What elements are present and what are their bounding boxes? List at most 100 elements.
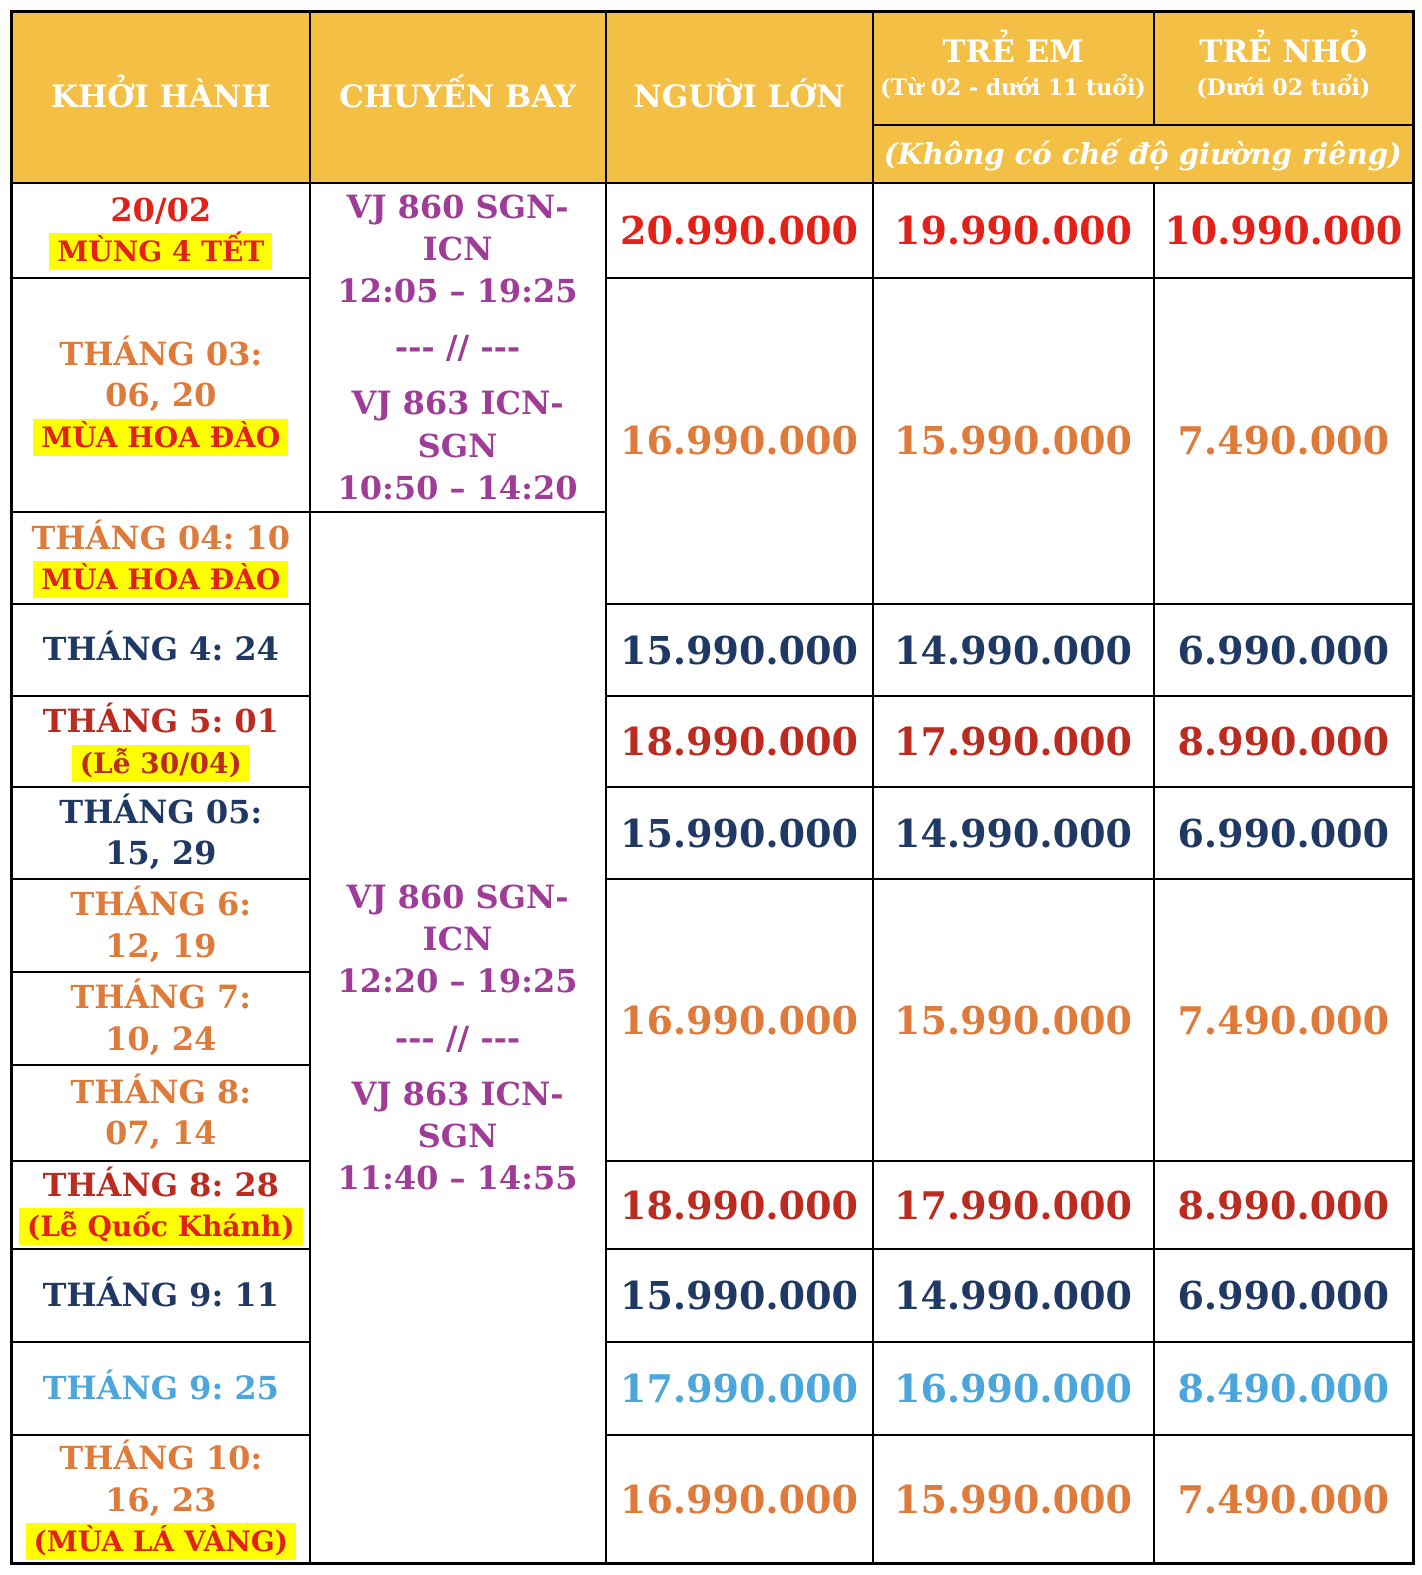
price-child-cell: 17.990.000 <box>871 695 1155 789</box>
departure-date: THÁNG 6: <box>70 885 252 924</box>
price-adult-cell: 20.990.000 <box>604 181 874 279</box>
season-highlight: (MÙA LÁ VÀNG) <box>25 1523 296 1561</box>
price-child-cell: 17.990.000 <box>871 1160 1155 1251</box>
table-row: THÁNG 10: 16, 23 (MÙA LÁ VÀNG) 16.990.00… <box>10 1434 1415 1565</box>
flight-separator: --- // --- <box>394 328 521 367</box>
flight-time: 12:05 – 19:25 <box>337 271 578 310</box>
departure-cell: THÁNG 05: 15, 29 <box>10 786 311 881</box>
departure-date: THÁNG 8: 28 <box>42 1165 279 1204</box>
flight-time: 12:20 – 19:25 <box>337 962 578 1001</box>
col-header-departure: KHỞI HÀNH <box>10 10 311 184</box>
departure-cell: THÁNG 9: 11 <box>10 1248 311 1344</box>
departure-cell: THÁNG 4: 24 <box>10 603 311 698</box>
price-adult-cell: 15.990.000 <box>604 786 874 881</box>
departure-date: 20/02 <box>110 190 212 229</box>
tour-price-table: KHỞI HÀNH CHUYẾN BAY NGƯỜI LỚN TRẺ EM (T… <box>10 10 1415 1566</box>
departure-cell: THÁNG 5: 01 (Lễ 30/04) <box>10 695 311 789</box>
price-infant-cell: 8.990.000 <box>1152 1160 1415 1251</box>
flight-cell: VJ 860 SGN-ICN 12:20 – 19:25 --- // --- … <box>308 511 607 1565</box>
departure-date: THÁNG 9: 11 <box>42 1275 279 1314</box>
departure-cell: THÁNG 04: 10 MÙA HOA ĐÀO <box>10 511 311 606</box>
table-row: THÁNG 04: 10 MÙA HOA ĐÀO VJ 860 SGN-ICN … <box>10 511 1414 1565</box>
table-row: 20/02 MÙNG 4 TẾT VJ 860 SGN-ICN 12:05 – … <box>10 181 1415 514</box>
departure-date: 16, 23 <box>105 1480 217 1519</box>
season-highlight: (Lễ 30/04) <box>71 744 250 782</box>
col-header-infant-label: TRẺ NHỎ <box>1199 33 1368 70</box>
price-adult-cell: 16.990.000 <box>604 276 874 606</box>
departure-cell: THÁNG 8: 07, 14 <box>10 1064 311 1163</box>
departure-date: THÁNG 03: <box>59 334 263 373</box>
departure-date: THÁNG 8: <box>70 1072 252 1111</box>
table-row: THÁNG 8: 28 (Lễ Quốc Khánh) 18.990.000 1… <box>10 1160 1415 1251</box>
table-row: THÁNG 7: 10, 24 <box>10 971 1414 1067</box>
departure-cell: THÁNG 9: 25 <box>10 1341 311 1437</box>
flight-leg: VJ 860 SGN-ICN <box>346 187 569 268</box>
price-infant-cell: 8.490.000 <box>1152 1341 1415 1437</box>
departure-date: THÁNG 5: 01 <box>42 702 279 741</box>
price-infant-cell: 6.990.000 <box>1152 786 1415 881</box>
flight-cell: VJ 860 SGN-ICN 12:05 – 19:25 --- // --- … <box>308 181 607 514</box>
departure-date: THÁNG 10: <box>59 1439 263 1478</box>
departure-date: 15, 29 <box>105 834 217 873</box>
col-header-departure-label: KHỞI HÀNH <box>51 78 271 115</box>
flight-leg: VJ 860 SGN-ICN <box>346 877 569 959</box>
price-infant-cell: 8.990.000 <box>1152 695 1415 789</box>
price-child-cell: 14.990.000 <box>871 603 1155 698</box>
price-adult-cell: 18.990.000 <box>604 1160 874 1251</box>
price-infant-cell: 6.990.000 <box>1152 603 1415 698</box>
departure-cell: THÁNG 10: 16, 23 (MÙA LÁ VÀNG) <box>10 1434 311 1565</box>
price-child-cell: 14.990.000 <box>871 786 1155 881</box>
price-adult-cell: 17.990.000 <box>604 1341 874 1437</box>
departure-date: THÁNG 4: 24 <box>42 630 279 669</box>
table-row: THÁNG 6: 12, 19 16.990.000 15.990.000 7.… <box>10 878 1415 1163</box>
flight-time: 10:50 – 14:20 <box>337 468 578 507</box>
price-infant-cell: 7.490.000 <box>1152 878 1415 1163</box>
price-infant-cell: 10.990.000 <box>1152 181 1415 279</box>
price-child-cell: 16.990.000 <box>871 1341 1155 1437</box>
price-adult-cell: 15.990.000 <box>604 603 874 698</box>
price-infant-cell: 6.990.000 <box>1152 1248 1415 1344</box>
col-header-infant-age-note: (Dưới 02 tuổi) <box>1196 75 1371 102</box>
table-row: THÁNG 05: 15, 29 15.990.000 14.990.000 6… <box>10 786 1415 881</box>
departure-cell: THÁNG 6: 12, 19 <box>10 878 311 974</box>
price-infant-cell: 7.490.000 <box>1152 1434 1415 1565</box>
price-infant-cell: 7.490.000 <box>1152 276 1415 606</box>
col-header-adult: NGƯỜI LỚN <box>604 10 874 184</box>
table-row: THÁNG 9: 25 17.990.000 16.990.000 8.490.… <box>10 1341 1415 1437</box>
table-row: THÁNG 9: 11 15.990.000 14.990.000 6.990.… <box>10 1248 1415 1344</box>
table-row: THÁNG 5: 01 (Lễ 30/04) 18.990.000 17.990… <box>10 695 1415 789</box>
season-highlight: MÙNG 4 TẾT <box>49 233 273 271</box>
flight-leg: VJ 863 ICN-SGN <box>351 1074 564 1156</box>
flight-time: 11:40 – 14:55 <box>337 1159 578 1198</box>
price-child-cell: 15.990.000 <box>871 1434 1155 1565</box>
col-header-adult-label: NGƯỜI LỚN <box>633 78 845 115</box>
price-adult-cell: 15.990.000 <box>604 1248 874 1344</box>
col-header-infant: TRẺ NHỎ (Dưới 02 tuổi) <box>1152 10 1415 126</box>
flight-separator: --- // --- <box>394 1018 521 1057</box>
departure-date: 07, 14 <box>105 1114 217 1153</box>
season-highlight: (Lễ Quốc Khánh) <box>18 1208 303 1246</box>
col-header-child-age-note: (Từ 02 - dưới 11 tuổi) <box>880 75 1146 102</box>
table-row: THÁNG 4: 24 15.990.000 14.990.000 6.990.… <box>10 603 1415 698</box>
price-child-cell: 15.990.000 <box>871 276 1155 606</box>
departure-cell: 20/02 MÙNG 4 TẾT <box>10 181 311 279</box>
table-row: THÁNG 8: 07, 14 <box>10 1064 1414 1163</box>
price-child-cell: 15.990.000 <box>871 878 1155 1163</box>
departure-cell: THÁNG 03: 06, 20 MÙA HOA ĐÀO <box>10 276 311 514</box>
season-highlight: MÙA HOA ĐÀO <box>33 561 289 599</box>
no-bed-note-label: (Không có chế độ giường riêng) <box>883 136 1402 171</box>
departure-date: THÁNG 05: <box>59 792 263 831</box>
price-child-cell: 14.990.000 <box>871 1248 1155 1344</box>
col-header-child-label: TRẺ EM <box>942 33 1084 70</box>
price-child-cell: 19.990.000 <box>871 181 1155 279</box>
price-adult-cell: 18.990.000 <box>604 695 874 789</box>
price-adult-cell: 16.990.000 <box>604 1434 874 1565</box>
col-header-flight-label: CHUYẾN BAY <box>339 78 576 115</box>
departure-date: 12, 19 <box>105 926 217 965</box>
departure-cell: THÁNG 8: 28 (Lễ Quốc Khánh) <box>10 1160 311 1251</box>
departure-cell: THÁNG 7: 10, 24 <box>10 971 311 1067</box>
price-adult-cell: 16.990.000 <box>604 878 874 1163</box>
departure-date: THÁNG 9: 25 <box>42 1368 279 1407</box>
table-row: THÁNG 03: 06, 20 MÙA HOA ĐÀO 16.990.000 … <box>10 276 1415 606</box>
